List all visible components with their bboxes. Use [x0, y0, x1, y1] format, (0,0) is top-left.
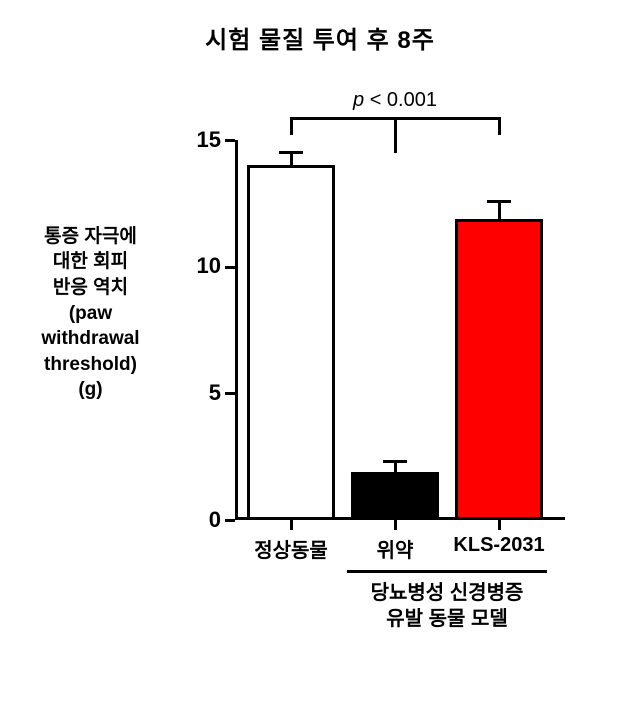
y-tick: [225, 266, 235, 269]
error-cap: [383, 460, 407, 463]
y-tick: [225, 139, 235, 142]
y-tick-label: 5: [171, 380, 221, 406]
y-tick: [225, 519, 235, 522]
x-tick: [498, 520, 501, 530]
x-category-label: KLS-2031: [445, 534, 553, 557]
p-value: p < 0.001: [291, 89, 499, 112]
bar: [351, 472, 439, 520]
y-tick-label: 10: [171, 253, 221, 279]
y-tick-label: 15: [171, 127, 221, 153]
bar: [247, 165, 335, 520]
sig-bracket: [290, 117, 293, 135]
sig-bracket: [291, 117, 499, 120]
sig-bracket: [498, 117, 501, 135]
y-axis: [235, 140, 238, 520]
chart-title: 시험 물질 투여 후 8주: [0, 20, 640, 55]
x-category-label: 정상동물: [237, 534, 345, 563]
x-category-label: 위약: [341, 534, 449, 563]
y-tick: [225, 392, 235, 395]
x-tick: [290, 520, 293, 530]
group-underline: [347, 570, 547, 573]
y-axis-label: 통증 자극에대한 회피반응 역치(pawwithdrawalthreshold)…: [8, 224, 173, 403]
sig-bracket: [394, 117, 397, 153]
bar: [455, 219, 543, 520]
group-label: 당뇨병성 신경병증유발 동물 모델: [347, 580, 547, 632]
plot-area: [235, 140, 565, 520]
y-tick-label: 0: [171, 507, 221, 533]
error-cap: [279, 151, 303, 154]
error-cap: [487, 200, 511, 203]
x-tick: [394, 520, 397, 530]
